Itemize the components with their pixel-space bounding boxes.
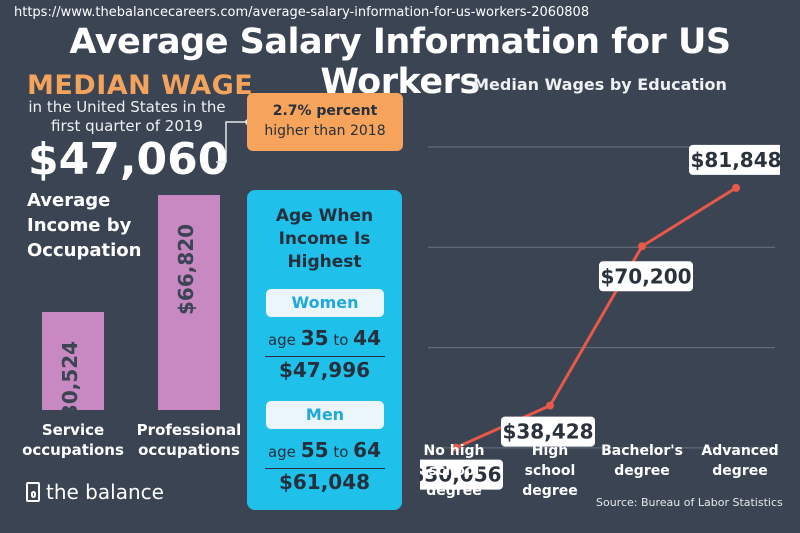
women-age-to: 44 xyxy=(353,326,382,350)
women-age-word: age xyxy=(267,331,296,349)
men-pill: Men xyxy=(266,401,384,429)
women-age-range: age 35 to 44 xyxy=(247,326,402,350)
growth-callout-text: higher than 2018 xyxy=(264,123,386,139)
value-label-box xyxy=(501,416,595,447)
data-point xyxy=(546,401,554,410)
men-age-from: 55 xyxy=(300,438,329,462)
value-label-box xyxy=(689,144,780,175)
occupation-bar-value: $66,820 xyxy=(174,223,198,315)
page-title: Average Salary Information for US Worker… xyxy=(69,22,731,102)
occupation-label: Professional occupations xyxy=(136,421,242,459)
category-label: High school degree xyxy=(522,443,577,499)
occupation-bar xyxy=(158,195,220,410)
men-age-word: age xyxy=(267,443,296,461)
wage-line xyxy=(455,186,737,449)
value-label: $81,848 xyxy=(690,148,780,172)
chart-title: Median Wages by Education xyxy=(473,75,727,94)
men-income: $61,048 xyxy=(278,470,371,494)
value-label: $30,056 xyxy=(420,463,502,487)
growth-callout-bold: 2.7% percent xyxy=(272,103,378,119)
source-note: Source: Bureau of Labor Statistics xyxy=(596,496,783,509)
source-url: https://www.thebalancecareers.com/averag… xyxy=(14,5,714,20)
women-age-to-word: to xyxy=(333,331,349,349)
men-age-range: age 55 to 64 xyxy=(247,438,402,462)
category-label: Bachelor's degree xyxy=(601,443,683,479)
balance-logo-icon xyxy=(26,482,40,502)
women-age-from: 35 xyxy=(300,326,329,350)
education-line-chart: $30,056$38,428 $70,200 $81,848 No highschoo… xyxy=(420,144,780,499)
men-divider xyxy=(265,468,385,469)
callout-connector xyxy=(216,119,251,163)
brand-logo-text: the balance xyxy=(46,480,164,504)
men-age-to-word: to xyxy=(333,443,349,461)
value-label: $38,428 xyxy=(502,420,593,444)
occupation-bar-value: $30,524 xyxy=(58,340,82,432)
category-label: Advanced degree xyxy=(701,443,778,479)
women-income: $47,996 xyxy=(278,358,371,382)
growth-callout: 2.7% percent higher than 2018 xyxy=(247,93,403,151)
median-wage-description: in the United States in the first quarte… xyxy=(28,98,226,135)
data-point xyxy=(638,242,646,251)
age-panel xyxy=(247,190,402,510)
occupation-title: Average Income by Occupation xyxy=(27,190,142,261)
value-label-box xyxy=(420,459,503,490)
occupation-label: Service occupations xyxy=(22,421,124,459)
age-panel-title: Age When Income Is Highest xyxy=(275,206,374,272)
men-age-to: 64 xyxy=(353,438,382,462)
data-point xyxy=(732,183,740,192)
data-point xyxy=(452,443,460,452)
value-label-box xyxy=(599,261,693,292)
women-pill: Women xyxy=(266,289,384,317)
brand-logo: the balance xyxy=(26,480,164,504)
median-wage-value: $47,060 xyxy=(28,134,229,185)
women-divider xyxy=(265,356,385,357)
value-label: $70,200 xyxy=(600,264,691,288)
category-label: No high school degree xyxy=(424,443,485,499)
occupation-bar xyxy=(42,311,104,410)
median-wage-heading: MEDIAN WAGE xyxy=(27,70,254,101)
